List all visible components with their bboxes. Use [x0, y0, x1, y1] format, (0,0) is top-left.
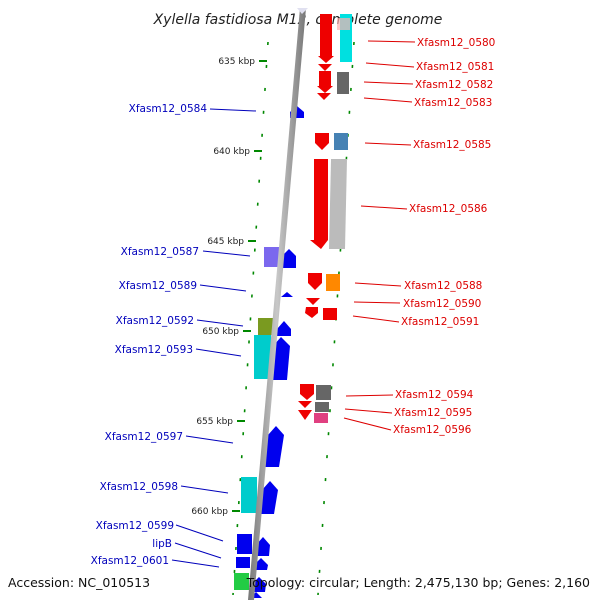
left-leader-lines: [171, 108, 257, 568]
gene-label-Xfasm12_0590[interactable]: Xfasm12_0590: [403, 298, 481, 310]
gene-label-Xfasm12_0599[interactable]: Xfasm12_0599: [96, 520, 174, 532]
gene-label-Xfasm12_0601[interactable]: Xfasm12_0601: [91, 555, 169, 567]
gene-label-Xfasm12_0580[interactable]: Xfasm12_0580: [417, 37, 495, 49]
gene-label-Xfasm12_0582[interactable]: Xfasm12_0582: [415, 79, 493, 91]
gene-label-Xfasm12_0587[interactable]: Xfasm12_0587: [121, 246, 199, 258]
gene-label-Xfasm12_0592[interactable]: Xfasm12_0592: [116, 315, 194, 327]
scale-label-660: 660 kbp: [191, 507, 228, 517]
gene-label-Xfasm12_0597[interactable]: Xfasm12_0597: [105, 431, 183, 443]
scale-labels: 635 kbp 640 kbp 645 kbp 650 kbp 655 kbp …: [191, 57, 255, 517]
forward-genes: [234, 106, 304, 598]
scale-ticks: [232, 60, 267, 512]
right-leader-lines: [343, 40, 416, 431]
gene-label-Xfasm12_0581[interactable]: Xfasm12_0581: [416, 61, 494, 73]
gene-label-Xfasm12_0594[interactable]: Xfasm12_0594: [395, 389, 474, 401]
left-strand-track: [232, 41, 269, 596]
axis-cap: [297, 8, 308, 14]
gene-label-Xfasm12_0585[interactable]: Xfasm12_0585: [413, 139, 491, 151]
gene-label-Xfasm12_0591[interactable]: Xfasm12_0591: [401, 316, 479, 328]
accession-text: Accession: NC_010513: [8, 575, 150, 590]
left-gene-labels: Xfasm12_0584 Xfasm12_0587 Xfasm12_0589 X…: [91, 103, 208, 567]
scale-label-640: 640 kbp: [213, 147, 250, 157]
gene-label-Xfasm12_0583[interactable]: Xfasm12_0583: [414, 97, 492, 109]
scale-label-635: 635 kbp: [218, 57, 255, 67]
gene-label-lipB[interactable]: lipB: [152, 538, 172, 550]
scale-label-655: 655 kbp: [196, 417, 233, 427]
gene-label-Xfasm12_0586[interactable]: Xfasm12_0586: [409, 203, 488, 215]
gene-label-Xfasm12_0596[interactable]: Xfasm12_0596: [393, 424, 472, 436]
map-title: Xylella fastidiosa M12, complete genome: [153, 12, 443, 28]
gene-label-Xfasm12_0593[interactable]: Xfasm12_0593: [115, 344, 193, 356]
gene-label-Xfasm12_0595[interactable]: Xfasm12_0595: [394, 407, 472, 419]
scale-label-645: 645 kbp: [207, 237, 244, 247]
gene-label-Xfasm12_0588[interactable]: Xfasm12_0588: [404, 280, 482, 292]
genome-summary-text: Topology: circular; Length: 2,475,130 bp…: [246, 575, 590, 590]
genome-axis: [248, 8, 306, 600]
scale-label-650: 650 kbp: [202, 327, 239, 337]
right-gene-labels: Xfasm12_0580 Xfasm12_0581 Xfasm12_0582 X…: [393, 37, 495, 436]
gene-label-Xfasm12_0589[interactable]: Xfasm12_0589: [119, 280, 197, 292]
gene-label-Xfasm12_0598[interactable]: Xfasm12_0598: [100, 481, 178, 493]
reverse-genes: [298, 14, 352, 423]
gene-label-Xfasm12_0584[interactable]: Xfasm12_0584: [129, 103, 208, 115]
